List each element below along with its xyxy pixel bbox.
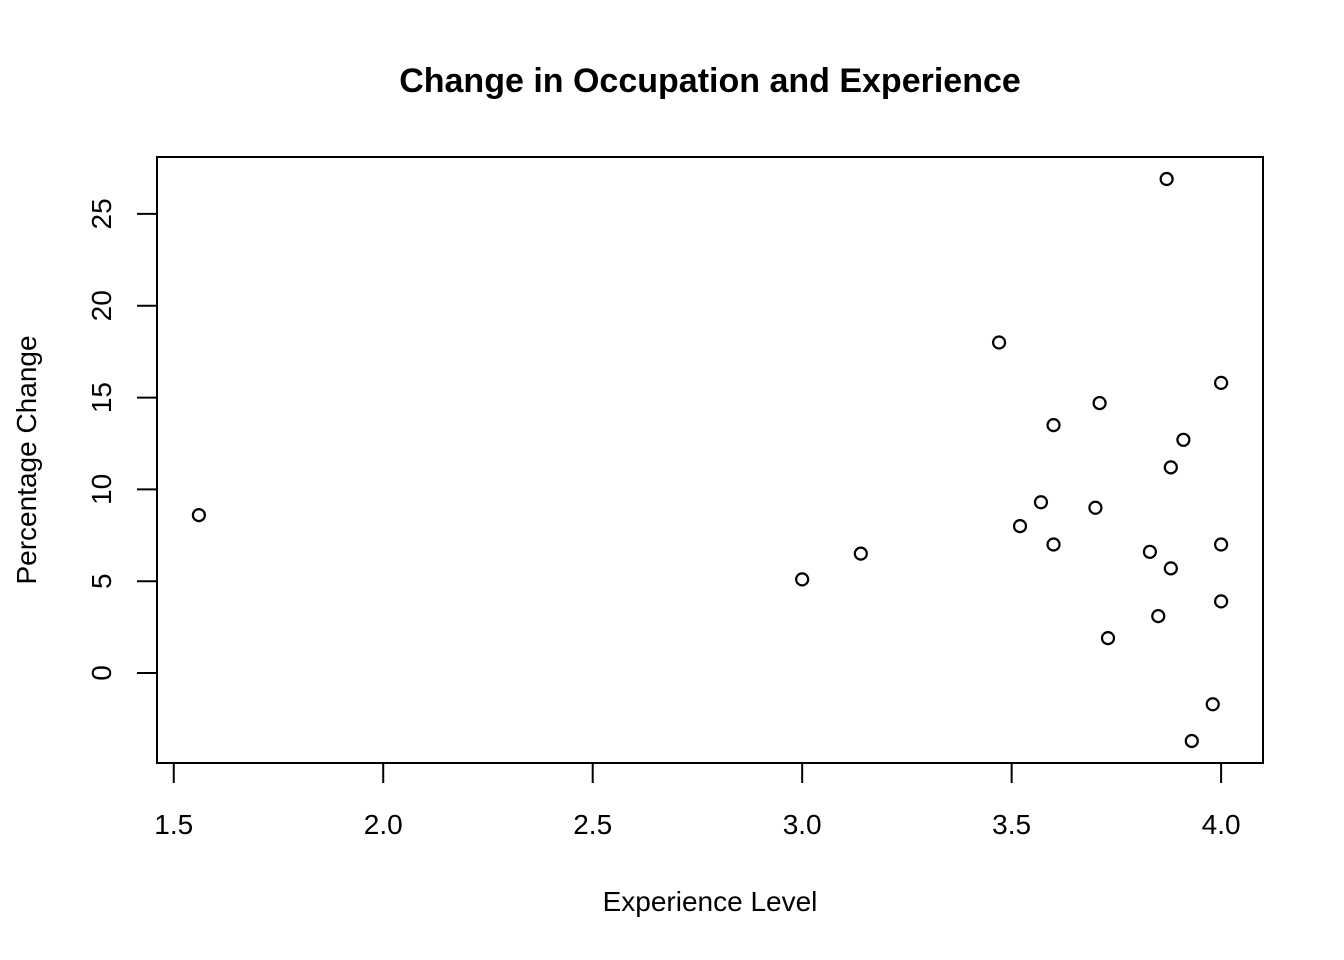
y-tick-label: 20 — [86, 290, 117, 321]
data-point — [853, 546, 868, 561]
y-tick-label: 5 — [86, 573, 117, 589]
data-point — [1100, 631, 1116, 646]
y-axis: 0 5 10 15 20 25 — [86, 198, 158, 681]
data-point — [1163, 561, 1178, 576]
x-axis: 1.5 2.0 2.5 3.0 3.5 4.0 — [154, 762, 1241, 840]
data-point — [1176, 432, 1191, 447]
data-point — [1046, 537, 1061, 552]
y-tick-label: 25 — [86, 198, 117, 229]
data-point — [1214, 537, 1229, 552]
data-point — [1142, 544, 1157, 559]
x-tick-label: 3.5 — [992, 809, 1031, 840]
plot-frame — [156, 156, 1264, 764]
y-axis-label: Percentage Change — [11, 335, 42, 584]
x-tick-label: 2.5 — [573, 809, 612, 840]
x-tick-label: 2.0 — [364, 809, 403, 840]
data-point — [1151, 608, 1166, 624]
data-point — [1012, 519, 1028, 534]
data-point — [1184, 733, 1199, 749]
data-points — [191, 171, 1229, 749]
x-tick-label: 3.0 — [783, 809, 822, 840]
data-point — [1159, 171, 1174, 187]
data-point — [1046, 418, 1061, 433]
data-point — [1033, 495, 1049, 510]
data-point — [1088, 500, 1103, 515]
data-point — [991, 335, 1007, 350]
data-point — [1214, 375, 1229, 390]
y-tick-label: 0 — [86, 665, 117, 681]
y-tick-label: 15 — [86, 382, 117, 413]
data-point — [1214, 594, 1229, 609]
chart-title: Change in Occupation and Experience — [399, 62, 1021, 100]
y-tick-label: 10 — [86, 474, 117, 505]
data-point — [1205, 697, 1220, 712]
x-tick-label: 1.5 — [154, 809, 193, 840]
x-tick-label: 4.0 — [1202, 809, 1241, 840]
data-point — [795, 572, 810, 587]
data-point — [1092, 395, 1107, 411]
x-axis-label: Experience Level — [603, 886, 818, 917]
data-point — [191, 507, 206, 523]
data-point — [1163, 460, 1178, 475]
